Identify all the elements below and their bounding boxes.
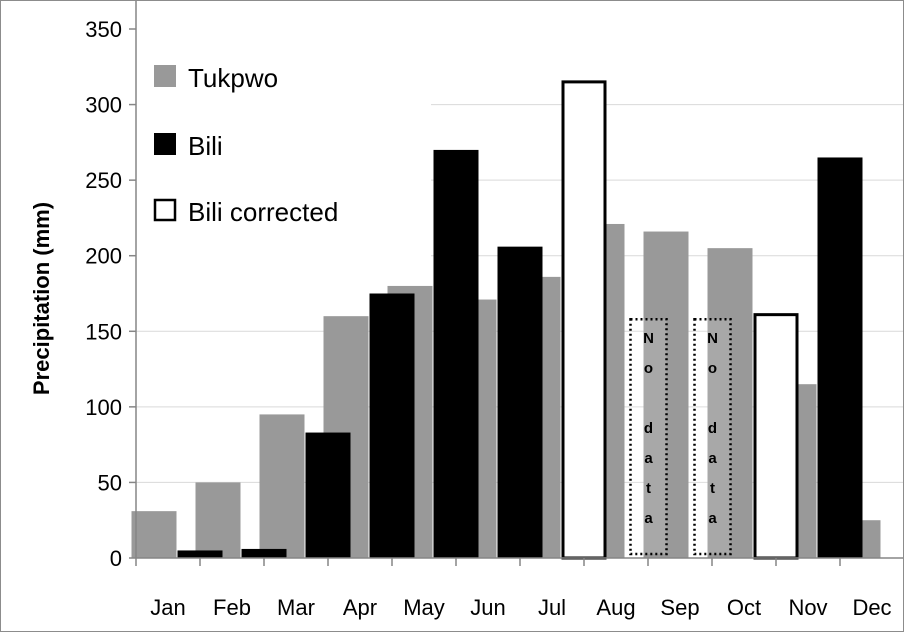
no-data-letter: a	[644, 450, 653, 467]
legend-label: Bili corrected	[188, 197, 338, 227]
no-data-letter: o	[708, 360, 717, 377]
no-data-letter: N	[707, 330, 718, 347]
y-tick-label: 300	[85, 93, 122, 118]
x-tick-label: Aug	[596, 595, 635, 620]
x-tick-label: Jun	[470, 595, 505, 620]
no-data-letter: a	[644, 510, 653, 527]
no-data-letter: d	[708, 420, 717, 437]
x-tick-label: Oct	[727, 595, 761, 620]
x-tick-label: Feb	[213, 595, 251, 620]
bar	[818, 157, 863, 558]
bar	[498, 247, 543, 558]
no-data-letter: t	[710, 480, 715, 497]
bar	[306, 433, 351, 558]
y-axis-title: Precipitation (mm)	[29, 202, 54, 395]
bar	[196, 482, 241, 558]
no-data-letter: N	[643, 330, 654, 347]
y-tick-label: 50	[98, 470, 122, 495]
no-data-letter: a	[708, 450, 717, 467]
y-tick-label: 350	[85, 17, 122, 42]
no-data-letter: a	[708, 510, 717, 527]
no-data-letter: d	[644, 420, 653, 437]
bar	[260, 414, 305, 558]
x-tick-label: Apr	[343, 595, 377, 620]
x-tick-label: Jan	[150, 595, 185, 620]
bar	[242, 549, 287, 558]
x-tick-label: Jul	[538, 595, 566, 620]
bar	[132, 511, 177, 558]
legend-swatch	[155, 200, 175, 220]
bar	[563, 82, 605, 558]
bar	[370, 294, 415, 559]
x-tick-label: Nov	[788, 595, 827, 620]
bar	[178, 550, 223, 558]
legend-label: Tukpwo	[188, 63, 278, 93]
x-tick-label: May	[403, 595, 445, 620]
bar	[755, 315, 797, 558]
legend-swatch	[154, 65, 176, 87]
x-tick-label: Mar	[277, 595, 315, 620]
legend-label: Bili	[188, 131, 223, 161]
legend-swatch	[154, 133, 176, 155]
legend: Tukpwo Bili Bili corrected	[154, 63, 338, 227]
no-data-letter: o	[644, 360, 653, 377]
bars	[132, 82, 881, 558]
y-tick-label: 200	[85, 244, 122, 269]
bar	[434, 150, 479, 558]
y-tick-label: 100	[85, 395, 122, 420]
no-data-letter: t	[646, 480, 651, 497]
x-tick-label: Dec	[852, 595, 891, 620]
y-tick-label: 150	[85, 319, 122, 344]
x-tick-label: Sep	[660, 595, 699, 620]
y-tick-label: 250	[85, 168, 122, 193]
y-tick-label: 0	[110, 546, 122, 571]
